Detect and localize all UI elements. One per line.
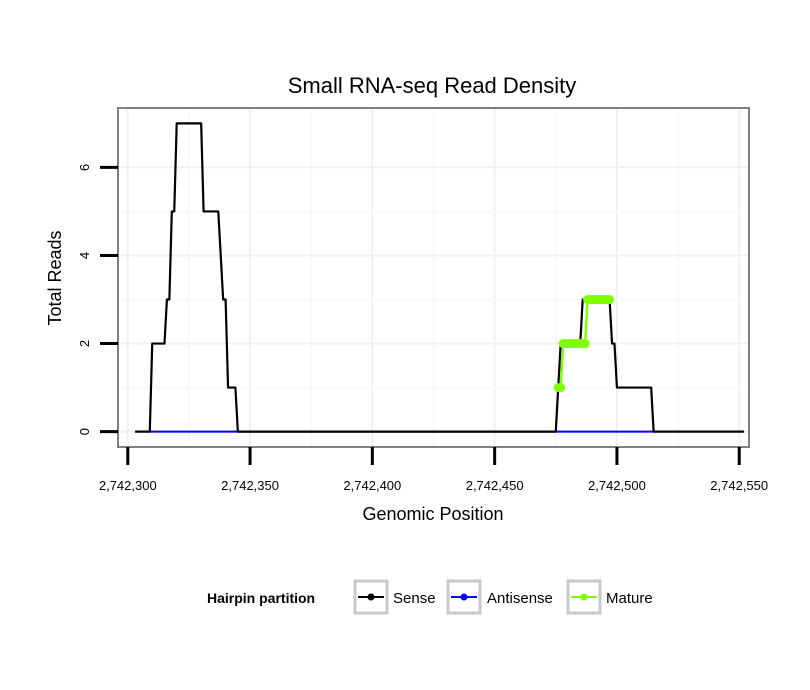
legend-item-antisense: Antisense bbox=[446, 579, 553, 615]
series-layer bbox=[135, 122, 745, 433]
legend-label: Antisense bbox=[487, 590, 553, 607]
legend-key-point bbox=[460, 593, 468, 601]
series-mature-segment bbox=[583, 299, 589, 344]
series-mature-point bbox=[556, 383, 566, 393]
x-tick-label: 2,742,500 bbox=[588, 478, 646, 493]
series-mature bbox=[553, 295, 615, 393]
y-tick-label: 2 bbox=[77, 340, 92, 347]
x-axis: 2,742,300 2,742,350 2,742,400 2,742,450 2,74… bbox=[99, 447, 768, 493]
legend-item-mature: Mature bbox=[566, 579, 653, 615]
series-mature-segment bbox=[559, 343, 565, 388]
x-tick-label: 2,742,550 bbox=[710, 478, 768, 493]
legend-key-point bbox=[367, 593, 375, 601]
plot-panel-border bbox=[117, 107, 750, 448]
chart-title: Small RNA-seq Read Density bbox=[288, 73, 577, 98]
y-tick-label: 0 bbox=[77, 428, 92, 435]
legend-label: Sense bbox=[393, 590, 436, 607]
x-axis-label: Genomic Position bbox=[362, 504, 503, 524]
series-mature-point bbox=[580, 339, 590, 349]
legend-label: Mature bbox=[606, 590, 653, 607]
series-mature-point bbox=[605, 295, 615, 305]
y-axis-label: Total Reads bbox=[45, 230, 65, 325]
legend-key-point bbox=[580, 593, 588, 601]
y-tick-label: 6 bbox=[77, 164, 92, 171]
y-axis: 0 2 4 6 bbox=[77, 164, 118, 435]
legend-items: Sense Antisense Mature bbox=[353, 579, 653, 615]
y-tick-label: 4 bbox=[77, 252, 92, 259]
x-tick-label: 2,742,300 bbox=[99, 478, 157, 493]
series-sense-line bbox=[135, 122, 745, 433]
x-tick-label: 2,742,400 bbox=[343, 478, 401, 493]
legend-item-sense: Sense bbox=[353, 579, 436, 615]
x-tick-label: 2,742,450 bbox=[466, 478, 524, 493]
x-tick-label: 2,742,350 bbox=[221, 478, 279, 493]
series-sense bbox=[135, 122, 745, 433]
legend-title: Hairpin partition bbox=[207, 590, 315, 606]
legend: Hairpin partition Sense Antisense Mature bbox=[207, 579, 653, 615]
